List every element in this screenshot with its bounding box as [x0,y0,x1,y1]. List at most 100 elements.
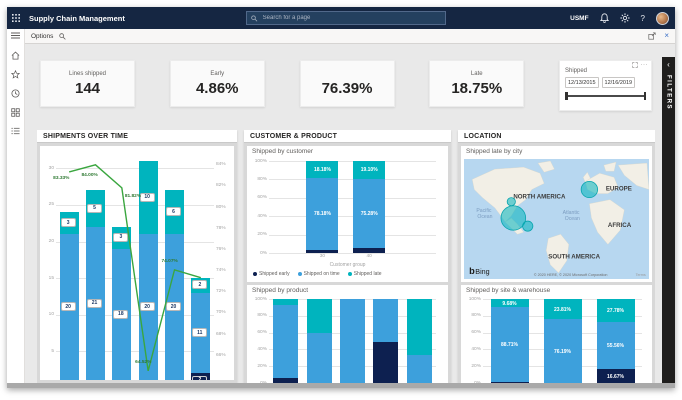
svg-text:NORTH AMERICA: NORTH AMERICA [513,194,566,201]
bar-segment[interactable] [373,341,399,383]
bar-segment[interactable] [596,322,635,369]
panel-header: LOCATION [458,130,655,143]
kpi-early[interactable]: Early 4.86% [169,60,265,107]
panel-shipments-over-time: SHIPMENTS OVER TIME 30 25 20 15 10 5 84% 82% 80%… [37,130,237,383]
filters-expand-chevron-icon[interactable]: ‹ [667,60,670,69]
bar-segment[interactable] [273,299,299,305]
world-map[interactable]: NORTH AMERICA EUROPE AFRICA SOUTH AMERIC… [464,159,649,279]
bar-segment[interactable] [306,299,332,334]
search-input[interactable] [260,14,441,22]
nav-sidebar [7,29,25,383]
bar-segment-label: 23.81% [554,306,571,313]
bar-segment[interactable] [306,333,332,383]
chart-title: Shipped late by city [466,148,523,155]
app-window: Supply Chain Management USMF [7,7,675,388]
bar-segment[interactable] [490,381,529,383]
svg-text:Ocean: Ocean [477,214,492,220]
bar-segment[interactable] [353,161,386,179]
legend-dot [347,272,352,276]
y-axis-right-tick: 78% [216,225,226,231]
waffle-menu-icon[interactable] [7,7,25,29]
bar-segment[interactable] [306,249,339,253]
bar-segment[interactable] [306,161,339,178]
svg-text:Atlantic: Atlantic [563,210,580,216]
y-axis-tick: 40% [471,346,481,352]
panel-header: SHIPMENTS OVER TIME [37,130,237,143]
legend-item[interactable]: Shipped late [347,271,382,277]
line-data-label: 81.82% [124,193,142,199]
bar-segment[interactable] [340,299,365,383]
shipments-over-time-chart[interactable]: 30 25 20 15 10 5 84% 82% 80% 78% 76% 74% 72% 70% 68% 66… [40,146,234,380]
slicer-icons: ··· [631,61,649,68]
y-axis-tick: 60% [257,330,267,336]
workspaces-grid-icon[interactable] [11,108,21,118]
y-axis-left-tick: 10 [48,312,54,318]
bar-segment[interactable] [306,177,339,250]
modules-list-icon[interactable] [11,127,21,137]
right-column: Options × ‹ FILTERS [25,29,675,383]
more-options-icon[interactable]: ··· [640,61,648,68]
kpi-lines-shipped[interactable]: Lines shipped 144 [40,60,135,107]
settings-gear-icon[interactable] [619,13,630,23]
map-bubble-us-west-large[interactable] [500,205,527,231]
recent-clock-icon[interactable] [11,89,21,99]
bar-segment[interactable] [353,178,386,248]
close-icon[interactable]: × [664,31,669,40]
bar-segment[interactable] [490,307,529,382]
bar-segment[interactable] [273,377,299,383]
map-terms-link[interactable]: Terms [636,273,646,277]
user-avatar[interactable] [656,11,669,25]
shipped-late-by-city-map[interactable]: Shipped late by city [461,146,652,282]
legend-item[interactable]: Shipped on time [297,271,340,277]
notifications-bell-icon[interactable] [599,13,609,23]
map-bubble-us-west-small[interactable] [506,197,516,207]
kpi-label: Late [470,70,483,77]
map-bubble-mexico[interactable] [522,220,534,232]
y-axis-right-tick: 70% [216,310,226,316]
filters-pane-collapsed[interactable]: ‹ FILTERS [662,57,675,383]
slider-handle-end[interactable] [643,92,646,100]
bar-data-label: 11 [192,328,208,338]
bar-segment[interactable] [596,299,635,323]
filters-pane-label: FILTERS [665,75,672,111]
bar-data-label: 20 [60,302,76,312]
gridline [269,197,436,199]
svg-text:Ocean: Ocean [565,216,580,222]
help-icon[interactable]: ? [640,13,645,23]
shipped-by-product-chart[interactable]: Shipped by product 100% 80% 60% 40% 20% 0% [247,285,448,383]
shipped-by-site-warehouse-chart[interactable]: Shipped by site & warehouse 100% 80% 60% 40… [461,285,652,383]
bar-segment[interactable] [596,369,635,383]
global-search-box[interactable] [246,11,446,25]
shipped-date-slicer[interactable]: ··· Shipped 12/13/2015 12/16/2019 [559,60,652,111]
date-range-slider[interactable] [565,92,646,100]
y-axis-left-tick: 5 [51,348,54,354]
hamburger-menu-icon[interactable] [11,32,21,42]
focus-mode-icon[interactable] [631,62,638,68]
line-data-label: 74.07% [161,258,178,264]
shipped-by-customer-chart[interactable]: Shipped by customer 100% 80% 60% 40% 20% 0% 78… [247,146,448,282]
start-date-input[interactable]: 12/13/2015 [565,77,599,88]
bar-segment[interactable] [543,319,582,383]
kpi-late[interactable]: Late 18.75% [429,60,525,107]
bar-segment[interactable] [273,304,299,378]
home-icon[interactable] [11,51,21,61]
end-date-input[interactable]: 12/16/2019 [601,77,636,88]
bar-data-label: 2 [192,280,208,290]
kpi-on-time[interactable]: 76.39% [299,60,395,107]
bar-segment[interactable] [373,299,399,342]
bar-segment[interactable] [406,355,432,383]
bar-segment[interactable] [543,299,582,320]
map-bubble-europe[interactable] [580,180,599,199]
bar-segment[interactable] [353,247,386,253]
legend-item[interactable]: Shipped early [253,271,290,277]
favorites-star-icon[interactable] [10,69,21,80]
bar-segment[interactable] [406,299,432,356]
options-tab[interactable]: Options [31,32,54,40]
popout-icon[interactable] [648,32,656,40]
bar-segment[interactable] [490,299,529,308]
page-search-icon[interactable] [59,32,67,40]
company-selector[interactable]: USMF [570,14,589,22]
map-bubbles[interactable] [500,180,599,232]
slider-handle-start[interactable] [565,92,568,100]
svg-text:Pacific: Pacific [476,208,492,214]
